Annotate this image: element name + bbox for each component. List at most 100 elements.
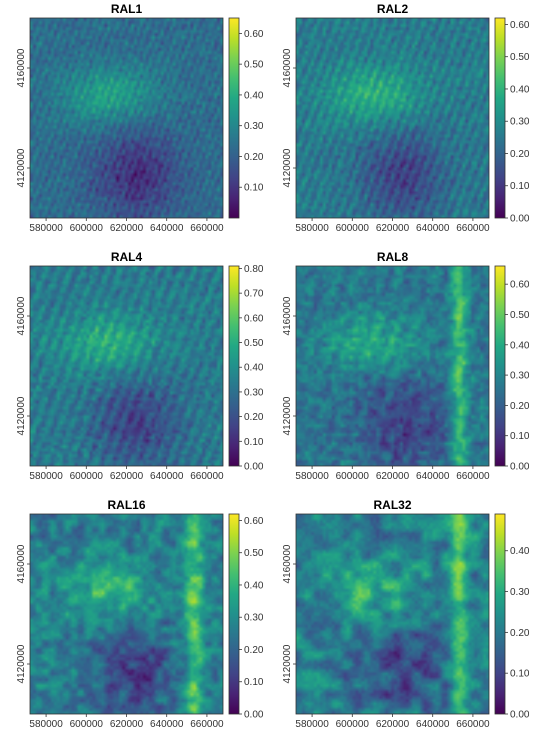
x-tick-label: 640000 — [416, 471, 450, 482]
x-tick-label: 660000 — [190, 223, 224, 234]
colorbar-tick-label: 0.40 — [244, 580, 264, 591]
panel-ral8: RAL8 580000 600000 620000 640000 660000 412000… — [282, 250, 530, 482]
panel-ral32: RAL32 580000 600000 620000 640000 660000 41200… — [282, 498, 530, 730]
colorbar-tick-label: 0.00 — [510, 710, 530, 721]
x-tick-label: 640000 — [150, 471, 184, 482]
colorbar — [229, 18, 239, 218]
colorbar-frame — [228, 265, 240, 467]
panel-ral16: RAL16 580000 600000 620000 640000 660000 41200… — [16, 498, 264, 730]
x-tick-label: 600000 — [336, 719, 370, 730]
colorbar-tick-label: 0.60 — [244, 516, 264, 527]
colorbar-tick-label: 0.00 — [244, 462, 264, 473]
colorbar-tick-label: 0.50 — [510, 310, 530, 321]
colorbar-tick-label: 0.40 — [244, 90, 264, 101]
colorbar-tick-label: 0.20 — [510, 149, 530, 160]
panel-ral4: RAL4 580000 600000 620000 640000 660000 412000… — [16, 250, 264, 482]
colorbar-tick-label: 0.30 — [510, 117, 530, 128]
colorbar — [229, 266, 239, 466]
panel-ral1: RAL1 580000 600000 620000 640000 660000 412000… — [16, 2, 264, 234]
panel-title: RAL2 — [377, 2, 409, 16]
x-tick-label: 660000 — [190, 471, 224, 482]
x-tick-label: 660000 — [190, 719, 224, 730]
y-tick-label: 4120000 — [282, 396, 293, 435]
x-tick-label: 600000 — [70, 223, 104, 234]
colorbar-tick-label: 0.50 — [244, 548, 264, 559]
colorbar-tick-label: 0.00 — [510, 214, 530, 225]
x-tick-label: 640000 — [150, 223, 184, 234]
colorbar-tick-label: 0.60 — [244, 313, 264, 324]
colorbar-tick-label: 0.80 — [244, 264, 264, 275]
heatmap-raster — [30, 18, 223, 218]
colorbar-frame — [228, 17, 240, 219]
colorbar-tick-label: 0.00 — [510, 462, 530, 473]
colorbar-tick-label: 0.50 — [510, 52, 530, 63]
x-tick-label: 620000 — [110, 719, 144, 730]
colorbar-tick-label: 0.60 — [510, 20, 530, 31]
colorbar-tick-label: 0.50 — [244, 60, 264, 71]
colorbar-tick-label: 0.20 — [244, 412, 264, 423]
panel-title: RAL32 — [373, 498, 411, 512]
colorbar-tick-label: 0.30 — [244, 387, 264, 398]
x-tick-label: 640000 — [416, 719, 450, 730]
colorbar-tick-label: 0.40 — [510, 340, 530, 351]
x-tick-label: 620000 — [376, 471, 410, 482]
colorbar-tick-label: 0.10 — [244, 437, 264, 448]
y-tick-label: 4160000 — [16, 296, 27, 335]
colorbar-tick-label: 0.10 — [510, 431, 530, 442]
x-tick-label: 580000 — [29, 471, 63, 482]
colorbar-tick-label: 0.40 — [510, 546, 530, 557]
x-tick-label: 620000 — [110, 471, 144, 482]
colorbar-tick-label: 0.20 — [510, 401, 530, 412]
x-tick-label: 620000 — [376, 719, 410, 730]
heatmap-raster — [296, 18, 489, 218]
x-tick-label: 580000 — [29, 223, 63, 234]
heatmap-raster — [296, 266, 489, 466]
colorbar-frame — [494, 265, 506, 467]
colorbar-tick-label: 0.00 — [244, 710, 264, 721]
x-tick-label: 580000 — [295, 223, 329, 234]
x-tick-label: 580000 — [295, 471, 329, 482]
x-tick-label: 660000 — [456, 223, 490, 234]
x-tick-label: 600000 — [336, 223, 370, 234]
colorbar — [495, 266, 505, 466]
colorbar-frame — [228, 513, 240, 715]
colorbar-tick-label: 0.20 — [244, 645, 264, 656]
colorbar-tick-label: 0.30 — [244, 121, 264, 132]
x-tick-label: 580000 — [29, 719, 63, 730]
y-tick-label: 4120000 — [282, 644, 293, 683]
y-tick-label: 4160000 — [282, 296, 293, 335]
y-tick-label: 4120000 — [16, 396, 27, 435]
heatmap-raster — [30, 266, 223, 466]
colorbar-tick-label: 0.60 — [244, 29, 264, 40]
y-tick-label: 4160000 — [16, 48, 27, 87]
x-tick-label: 620000 — [110, 223, 144, 234]
x-tick-label: 660000 — [456, 471, 490, 482]
x-tick-label: 580000 — [295, 719, 329, 730]
colorbar-tick-label: 0.20 — [244, 152, 264, 163]
colorbar-tick-label: 0.30 — [510, 371, 530, 382]
heatmap-raster — [30, 514, 223, 714]
panel-title: RAL16 — [107, 498, 145, 512]
colorbar-tick-label: 0.40 — [244, 363, 264, 374]
colorbar-tick-label: 0.30 — [244, 613, 264, 624]
panel-title: RAL1 — [111, 2, 143, 16]
y-tick-label: 4120000 — [16, 644, 27, 683]
colorbar-tick-label: 0.50 — [244, 338, 264, 349]
y-tick-label: 4160000 — [16, 544, 27, 583]
panel-title: RAL4 — [111, 250, 143, 264]
colorbar-tick-label: 0.10 — [510, 669, 530, 680]
colorbar-tick-label: 0.40 — [510, 84, 530, 95]
x-tick-label: 600000 — [70, 719, 104, 730]
colorbar — [229, 514, 239, 714]
colorbar-frame — [494, 513, 506, 715]
colorbar-frame — [494, 17, 506, 219]
panel-title: RAL8 — [377, 250, 409, 264]
panel-ral2: RAL2 580000 600000 620000 640000 660000 412000… — [282, 2, 530, 234]
y-tick-label: 4160000 — [282, 544, 293, 583]
x-tick-label: 620000 — [376, 223, 410, 234]
colorbar-tick-label: 0.10 — [244, 183, 264, 194]
colorbar-tick-label: 0.10 — [244, 677, 264, 688]
colorbar-tick-label: 0.60 — [510, 280, 530, 291]
x-tick-label: 640000 — [416, 223, 450, 234]
